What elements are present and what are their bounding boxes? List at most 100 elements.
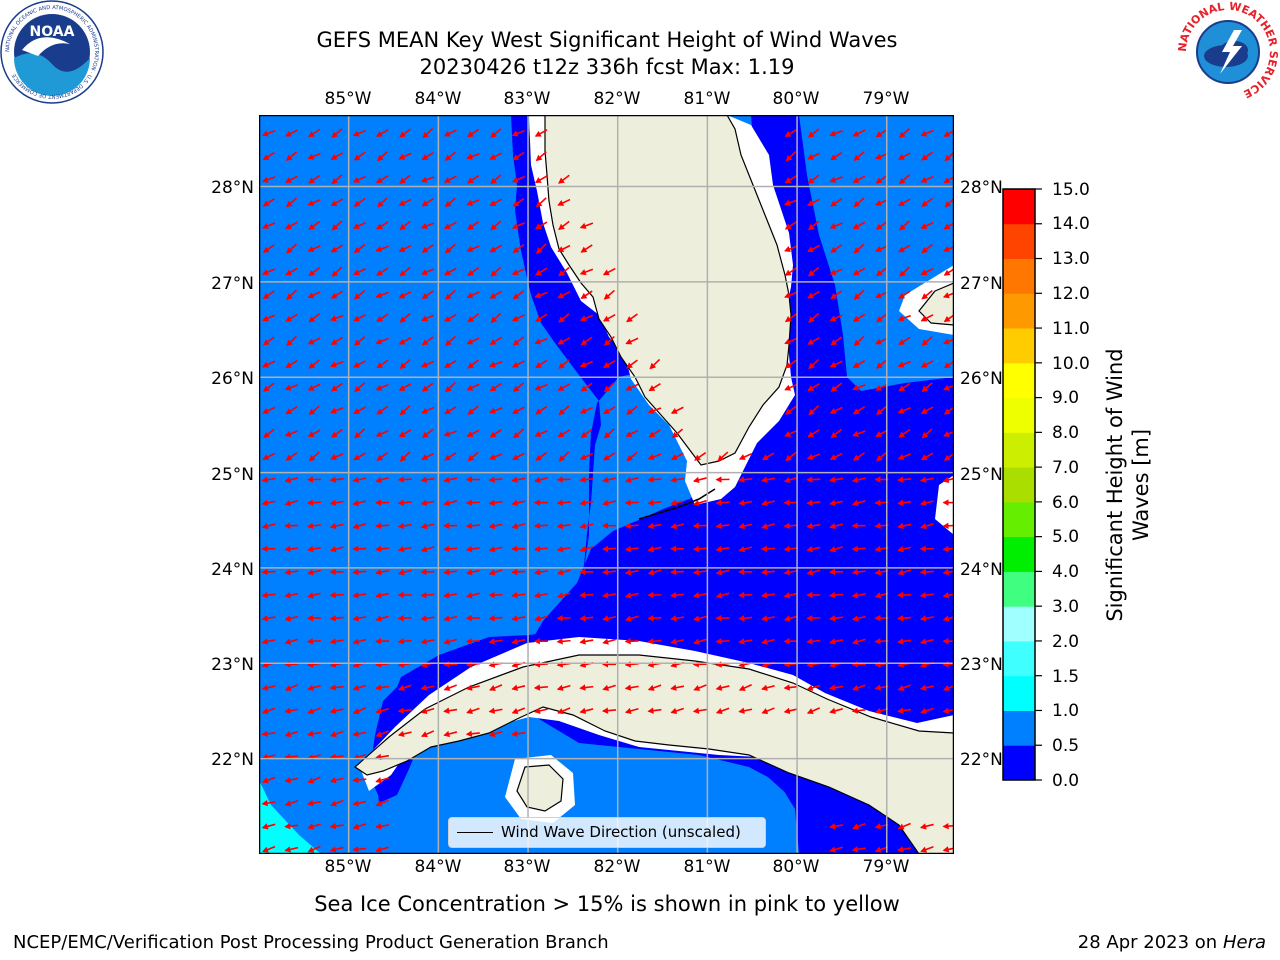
wave-direction-arrowhead [284, 800, 292, 807]
lat-label-right: 25°N [960, 465, 1003, 485]
wave-direction-arrowhead [807, 338, 815, 345]
colorbar-tick-label: 8.0 [1052, 423, 1080, 443]
wave-direction-arrowhead [875, 292, 882, 299]
wave-direction-arrowhead [263, 431, 270, 439]
wave-direction-arrowhead [738, 685, 746, 691]
wave-direction-arrowhead [284, 499, 292, 507]
wave-direction-arrowhead [829, 361, 837, 368]
wave-direction-arrowhead [829, 846, 837, 853]
wave-direction-arrowhead [534, 292, 542, 299]
colorbar-tick-label: 14.0 [1052, 214, 1090, 234]
wave-direction-arrowhead [851, 615, 859, 622]
lat-label-left: 22°N [211, 750, 254, 770]
wave-direction-arrowhead [489, 292, 497, 299]
wave-direction-arrowhead [399, 177, 406, 184]
wave-direction-arrowhead [488, 569, 496, 576]
wave-direction-arrowhead [375, 823, 382, 830]
wave-direction-arrowhead [375, 384, 383, 391]
wave-direction-arrowhead [397, 476, 404, 483]
wave-direction-arrowhead [511, 592, 518, 599]
wave-direction-arrowhead [830, 154, 837, 161]
wave-direction-arrowhead [330, 292, 338, 299]
wave-direction-arrowhead [284, 731, 292, 738]
wave-direction-arrowhead [467, 269, 474, 277]
wave-direction-arrowhead [398, 292, 406, 299]
wave-direction-arrowhead [851, 499, 859, 507]
wave-direction-arrowhead [920, 707, 927, 715]
wave-direction-arrowhead [853, 247, 861, 254]
wave-direction-arrowhead [603, 361, 610, 368]
footer-date: 28 Apr 2023 on Hera [1078, 932, 1266, 954]
wave-direction-arrowhead [919, 684, 927, 691]
wave-direction-arrowhead [375, 777, 382, 784]
wave-direction-arrowhead [512, 293, 520, 300]
wave-direction-arrowhead [556, 638, 563, 645]
wave-direction-arrowhead [897, 615, 904, 622]
wave-direction-arrowhead [535, 408, 543, 415]
wave-direction-arrowhead [647, 476, 654, 483]
wave-direction-arrowhead [806, 499, 813, 506]
wave-direction-arrowhead [262, 292, 270, 300]
wave-direction-arrowhead [783, 638, 790, 645]
wave-direction-arrowhead [852, 408, 860, 415]
wave-direction-arrowhead [354, 339, 361, 346]
wave-direction-arrowhead [693, 499, 700, 507]
wave-direction-arrowhead [467, 177, 474, 184]
wave-direction-arrowhead [308, 131, 315, 138]
wave-direction-arrowhead [874, 614, 881, 622]
lat-label-right: 23°N [960, 655, 1003, 675]
wave-direction-arrowhead [693, 684, 701, 691]
wave-direction-arrowhead [375, 684, 382, 691]
wave-direction-arrowhead [420, 499, 428, 507]
wave-direction-arrowhead [512, 361, 519, 368]
wave-direction-arrowhead [375, 638, 382, 645]
wave-direction-arrowhead [921, 200, 929, 207]
wave-direction-arrowhead [284, 476, 292, 483]
footer-machine: Hera [1222, 932, 1266, 953]
wave-direction-arrowhead [624, 522, 631, 530]
wave-direction-arrowhead [398, 431, 406, 438]
wave-direction-arrowhead [489, 246, 497, 253]
wave-direction-arrowhead [284, 592, 291, 599]
wave-direction-arrowhead [875, 384, 883, 391]
wave-direction-arrowhead [943, 362, 951, 369]
wave-direction-arrowhead [558, 455, 566, 462]
wave-direction-arrowhead [944, 201, 952, 208]
wave-direction-arrowhead [806, 545, 813, 553]
wave-direction-arrowhead [284, 568, 291, 576]
wave-direction-arrowhead [919, 568, 927, 576]
wave-direction-arrowhead [262, 361, 269, 368]
wave-direction-arrowhead [306, 638, 314, 645]
wave-direction-arrowhead [851, 545, 858, 553]
wave-direction-arrowhead [738, 638, 745, 645]
wave-direction-arrowhead [738, 707, 745, 714]
wave-direction-arrowhead [261, 615, 269, 622]
wave-direction-arrowhead [353, 361, 360, 368]
colorbar-tick-label: 3.0 [1052, 597, 1080, 617]
wave-direction-arrowhead [535, 454, 543, 461]
footer-date-text: 28 Apr 2023 on [1077, 932, 1223, 953]
wave-direction-arrowhead [535, 315, 542, 322]
wave-direction-arrowhead [443, 730, 450, 738]
wave-direction-arrowhead [897, 454, 905, 460]
wave-direction-arrowhead [647, 407, 655, 414]
lat-label-left: 27°N [211, 274, 254, 294]
wave-direction-arrowhead [329, 615, 336, 622]
wave-direction-arrowhead [603, 454, 610, 461]
wave-direction-arrowhead [397, 591, 404, 599]
wave-direction-arrowhead [353, 246, 361, 254]
wave-direction-arrowhead [579, 546, 587, 553]
wave-direction-arrowhead [263, 385, 270, 392]
wave-direction-arrowhead [829, 499, 836, 507]
wave-direction-arrowhead [693, 476, 700, 483]
wave-direction-arrowhead [488, 638, 495, 645]
wave-direction-arrowhead [829, 707, 836, 714]
colorbar-band [1003, 397, 1035, 433]
wave-direction-arrowhead [445, 339, 452, 347]
wave-direction-arrowhead [330, 200, 338, 207]
wave-direction-arrowhead [897, 569, 905, 576]
wave-direction-arrowhead [761, 523, 768, 530]
wave-direction-arrowhead [647, 684, 655, 691]
wave-direction-arrowhead [307, 246, 315, 253]
wave-direction-arrowhead [376, 454, 384, 461]
